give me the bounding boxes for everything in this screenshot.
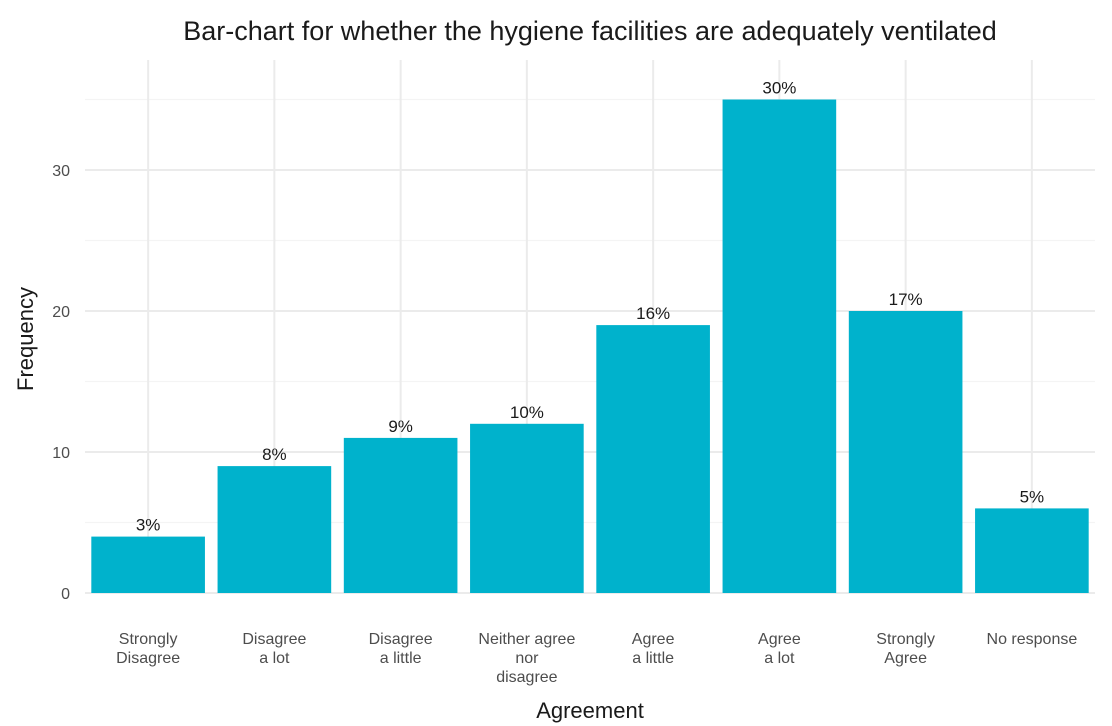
x-tick-label: Disagree a little [369, 631, 433, 667]
x-tick-label: No response [987, 631, 1078, 648]
y-tick-label: 20 [52, 304, 70, 321]
bar-data-label: 9% [388, 417, 413, 436]
bar [596, 325, 710, 593]
chart-title: Bar-chart for whether the hygiene facili… [183, 16, 996, 46]
bar-data-label: 3% [136, 516, 161, 535]
bar [343, 437, 458, 593]
y-tick-label: 0 [61, 586, 70, 603]
bar [217, 466, 332, 593]
y-axis-title: Frequency [13, 287, 38, 391]
x-tick-label: Agree a lot [758, 631, 801, 667]
x-tick-label: Agree a little [632, 631, 675, 667]
y-tick-label: 30 [52, 163, 70, 180]
y-tick-label: 10 [52, 445, 70, 462]
bar [975, 508, 1089, 593]
x-axis-ticks: Strongly Disagree Disagree a lot Disagree a l… [116, 631, 1077, 686]
bar-data-label: 8% [262, 445, 287, 464]
bar-data-label: 5% [1020, 487, 1045, 506]
bar-data-label: 10% [510, 403, 544, 422]
x-tick-label: Disagree a lot [242, 631, 306, 667]
bar [470, 423, 584, 593]
bar [848, 311, 963, 593]
y-axis-ticks: 0 10 20 30 [52, 163, 70, 603]
data-labels: 3% 8% 9% 10% 16% 30% 17% 5% [136, 79, 1044, 535]
x-axis-title: Agreement [536, 698, 644, 723]
bar-data-label: 30% [762, 79, 796, 98]
bar [91, 536, 205, 593]
bars [91, 99, 1089, 593]
bar-data-label: 16% [636, 304, 670, 323]
bar [722, 99, 837, 593]
bar-data-label: 17% [889, 290, 923, 309]
x-tick-label: Strongly Disagree [116, 631, 180, 667]
x-tick-label: Neither agree nor disagree [478, 631, 575, 686]
x-tick-label: Strongly Agree [876, 631, 935, 667]
